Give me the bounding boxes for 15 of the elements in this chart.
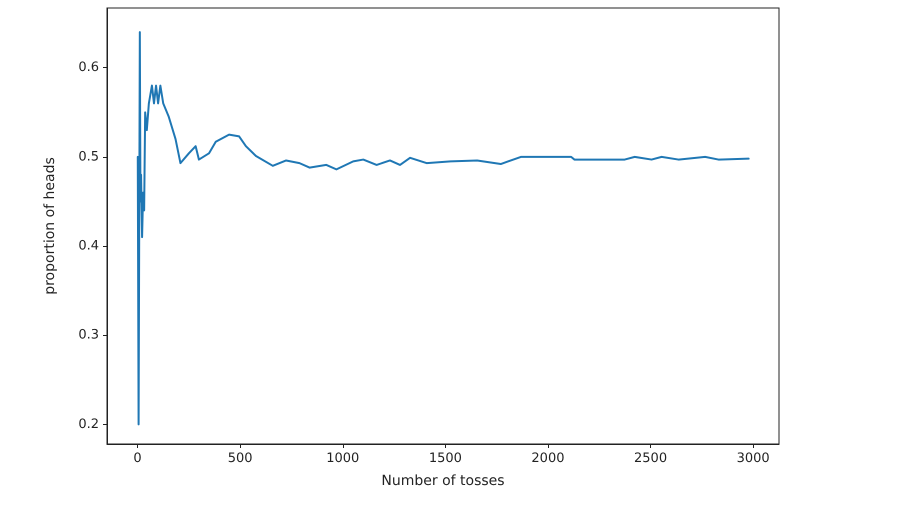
y-axis-title: proportion of heads	[42, 157, 58, 295]
x-tick-label: 0	[133, 451, 142, 466]
x-axis-title: Number of tosses	[381, 473, 505, 489]
x-tick-label: 3000	[736, 451, 770, 466]
y-tick-label: 0.2	[78, 416, 99, 432]
x-tick-label: 1500	[428, 451, 462, 466]
y-tick-label: 0.5	[78, 149, 99, 164]
y-tick-label: 0.6	[78, 60, 99, 76]
x-tick-label: 500	[228, 451, 253, 466]
y-tick-label: 0.4	[78, 238, 99, 254]
x-tick-label: 1000	[326, 451, 360, 466]
x-tick-label: 2000	[531, 451, 564, 466]
line-series	[136, 31, 750, 426]
y-tick-label: 0.3	[78, 328, 99, 343]
x-tick-label: 2500	[634, 451, 668, 466]
